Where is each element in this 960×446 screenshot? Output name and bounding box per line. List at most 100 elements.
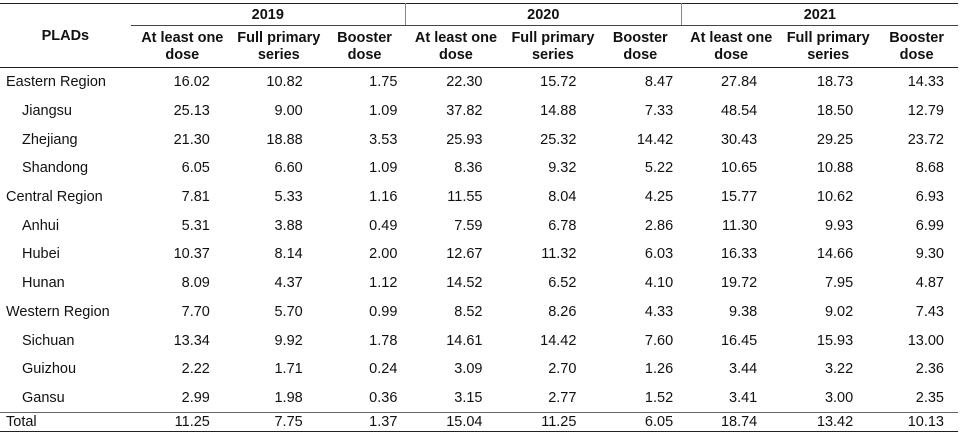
col-booster-dose: Booster dose [875, 25, 958, 68]
table-cell: 2.86 [644, 217, 674, 234]
table-cell: 14.66 [816, 246, 854, 263]
table-cell: 14.52 [446, 275, 483, 292]
table-cell: 16.02 [173, 74, 210, 91]
year-header-row: PLADs 2019 2020 2021 [0, 3, 958, 68]
table-cell: 4.33 [644, 303, 674, 320]
province-label: Sichuan [22, 332, 75, 349]
table-row: Hubei 10.37 8.14 2.00 12.67 11.32 6.03 16.33 14.… [0, 240, 958, 269]
year-header-2021: 2021 [681, 3, 958, 26]
table-cell: 6.03 [644, 246, 674, 263]
table-cell: 8.14 [274, 246, 303, 263]
table-cell: 18.73 [816, 74, 854, 91]
table-cell: 12.79 [907, 103, 944, 120]
table-cell: 10.13 [875, 412, 958, 433]
table-cell: 14.61 [446, 332, 483, 349]
table-cell: 1.16 [369, 189, 398, 206]
table-cell: 5.31 [181, 217, 210, 234]
table-cell: 3.88 [274, 217, 303, 234]
table-row: Jiangsu 25.13 9.00 1.09 37.82 14.88 7.33 48.54 1… [0, 97, 958, 126]
table-cell: 8.09 [181, 275, 210, 292]
table-cell: 6.93 [915, 189, 944, 206]
table-cell: 1.98 [274, 389, 303, 406]
table-cell: 10.88 [816, 160, 854, 177]
table-cell: 12.67 [446, 246, 483, 263]
table-cell: 2.77 [548, 389, 577, 406]
table-cell: 1.71 [274, 361, 303, 378]
table-cell: 3.44 [729, 361, 758, 378]
table-cell: 3.09 [454, 361, 483, 378]
table-cell: 11.30 [722, 217, 758, 234]
table-cell: 9.02 [824, 303, 854, 320]
table-cell: 6.99 [915, 217, 944, 234]
table-cell: 8.36 [454, 160, 483, 177]
col-at-least-one-dose: At least one dose [681, 25, 782, 68]
vaccination-table: PLADs 2019 2020 2021 At least one dose F… [0, 3, 958, 433]
table-cell: 1.26 [644, 361, 674, 378]
table-cell: 1.75 [369, 74, 398, 91]
table-header: PLADs 2019 2020 2021 At least one dose F… [0, 3, 958, 68]
table-cell: 25.32 [540, 131, 577, 148]
table-cell: 14.33 [907, 74, 944, 91]
table-cell: 9.92 [274, 332, 303, 349]
table-cell: 18.88 [266, 131, 303, 148]
table-cell: 10.82 [266, 74, 303, 91]
table-cell: 2.00 [369, 246, 398, 263]
table-cell: 25.93 [446, 131, 483, 148]
year-header-2019: 2019 [130, 3, 406, 26]
province-label: Anhui [22, 217, 60, 234]
table-cell: 15.04 [405, 412, 507, 433]
table-cell: 14.42 [540, 332, 577, 349]
table-cell: 19.72 [720, 275, 758, 292]
subcolumn-header-row: At least one dose Full primary series Bo… [0, 25, 958, 68]
table-cell: 6.78 [548, 217, 577, 234]
table-cell: 9.93 [824, 217, 854, 234]
table-cell: 2.70 [548, 361, 577, 378]
table-cell: 9.32 [548, 160, 577, 177]
table-cell: 7.43 [915, 303, 944, 320]
table-cell: 8.47 [644, 74, 674, 91]
table-cell: 0.49 [369, 217, 398, 234]
table-cell: 7.75 [233, 412, 324, 433]
table-body: Eastern Region 16.02 10.82 1.75 22.30 15.72 8.… [0, 68, 958, 413]
table-cell: 23.72 [907, 131, 944, 148]
table-cell: 3.00 [824, 389, 854, 406]
table-row: Zhejiang 21.30 18.88 3.53 25.93 25.32 14.42 30.… [0, 125, 958, 154]
table-cell: 22.30 [446, 74, 483, 91]
table-cell: 7.70 [181, 303, 210, 320]
table-cell: 4.87 [915, 275, 944, 292]
table-cell: 3.41 [729, 389, 758, 406]
table-cell: 2.22 [181, 361, 210, 378]
table-cell: 25.13 [173, 103, 210, 120]
col-booster-dose: Booster dose [323, 25, 406, 68]
table-row: Central Region 7.81 5.33 1.16 11.55 8.04 4.25 1… [0, 183, 958, 212]
table-cell: 7.60 [644, 332, 674, 349]
table-cell: 1.09 [369, 103, 398, 120]
table-cell: 8.68 [915, 160, 944, 177]
row-label: Total [0, 412, 131, 433]
table-cell: 7.59 [454, 217, 483, 234]
table-cell: 2.35 [915, 389, 944, 406]
table-cell: 5.22 [644, 160, 674, 177]
col-at-least-one-dose: At least one dose [405, 25, 507, 68]
plads-header: PLADs [0, 3, 131, 68]
table-cell: 11.25 [506, 412, 600, 433]
table-cell: 3.22 [824, 361, 854, 378]
table-cell: 5.70 [274, 303, 303, 320]
table-cell: 16.45 [720, 332, 758, 349]
table-cell: 11.55 [447, 189, 483, 206]
table-cell: 3.53 [369, 131, 398, 148]
table-row: Gansu 2.99 1.98 0.36 3.15 2.77 1.52 3.41 3.00 2.3… [0, 384, 958, 413]
table-cell: 37.82 [446, 103, 483, 120]
col-full-primary-series: Full primary series [506, 25, 600, 68]
table-cell: 15.93 [816, 332, 854, 349]
region-label: Western Region [6, 303, 110, 320]
table-cell: 13.00 [907, 332, 944, 349]
table-cell: 27.84 [720, 74, 758, 91]
table-cell: 15.72 [540, 74, 577, 91]
table-cell: 6.60 [274, 160, 303, 177]
province-label: Guizhou [22, 361, 77, 378]
province-label: Hunan [22, 275, 65, 292]
table-footer: Total 11.25 7.75 1.37 15.04 11.25 6.05 1… [0, 412, 958, 433]
table-row: Guizhou 2.22 1.71 0.24 3.09 2.70 1.26 3.44 3.22 2… [0, 355, 958, 384]
table-cell: 9.00 [274, 103, 303, 120]
